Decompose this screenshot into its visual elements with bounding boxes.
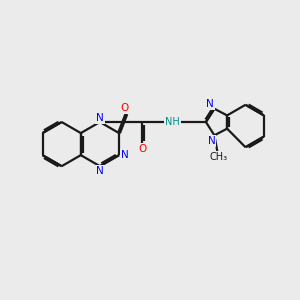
Text: N: N	[208, 136, 215, 146]
Text: NH: NH	[165, 117, 180, 127]
Text: O: O	[138, 144, 146, 154]
Text: N: N	[96, 112, 104, 123]
Text: N: N	[206, 99, 214, 110]
Text: CH₃: CH₃	[210, 152, 228, 162]
Text: N: N	[121, 150, 129, 160]
Text: N: N	[96, 166, 104, 176]
Text: O: O	[121, 103, 129, 113]
